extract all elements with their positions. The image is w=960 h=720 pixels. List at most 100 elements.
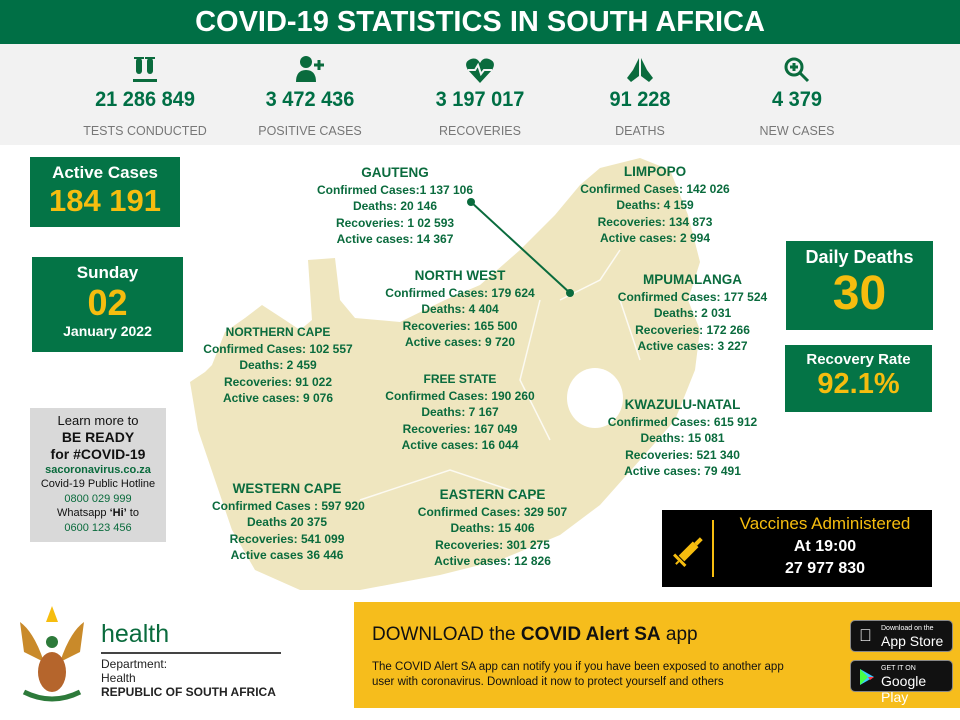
- provinces-mpumalanga-lines-1: Deaths: 2 031: [653, 306, 732, 320]
- provinces-mpumalanga-name: MPUMALANGA: [643, 272, 742, 287]
- stats-3-label: DEATHS: [615, 124, 665, 138]
- search-plus-icon: [712, 44, 882, 84]
- provinces-northern-cape-lines-1: Deaths: 2 459: [239, 358, 317, 372]
- health-wordmark: health: [101, 620, 170, 648]
- test-tubes-icon: [60, 44, 230, 84]
- gauteng-location-dot: [566, 289, 574, 297]
- provinces-eastern-cape-name: EASTERN CAPE: [439, 487, 546, 502]
- stats-3-value: 91 228: [609, 88, 671, 111]
- provinces-western-cape-lines-0: Confirmed Cases : 597 920: [212, 498, 365, 513]
- provinces-eastern-cape-lines-0: Confirmed Cases: 329 507: [417, 504, 568, 519]
- provinces-kwazulu-natal-lines-3: Active cases: 79 491: [624, 464, 741, 478]
- learn-more-box: Learn more to BE READY for #COVID-19 sac…: [30, 408, 166, 542]
- province-free-state: FREE STATE Confirmed Cases: 190 260 Deaths…: [385, 371, 535, 454]
- provinces-kwazulu-natal-lines-2: Recoveries: 521 340: [625, 447, 740, 462]
- stats-4-label: NEW CASES: [759, 124, 835, 138]
- province-western-cape: WESTERN CAPE Confirmed Cases : 597 920 Dea…: [212, 481, 365, 564]
- syringe-icon: [673, 537, 703, 567]
- learn-hotline-label: Covid-19 Public Hotline: [40, 478, 156, 490]
- provinces-free-state-lines-2: Recoveries: 167 049: [402, 421, 518, 436]
- provinces-northern-cape-lines-0: Confirmed Cases: 102 557: [203, 341, 353, 356]
- provinces-western-cape-lines-3: Active cases 36 446: [230, 548, 344, 562]
- provinces-mpumalanga-lines-3: Active cases: 3 227: [637, 339, 748, 353]
- vaccines-time: At 19:00: [793, 538, 857, 555]
- stats-2-label: RECOVERIES: [439, 124, 521, 138]
- provinces-free-state-name: FREE STATE: [423, 372, 497, 386]
- google-play-button[interactable]: GET IT ON Google Play: [850, 660, 953, 705]
- province-limpopo: LIMPOPO Confirmed Cases: 142 026 Deaths: 4…: [580, 164, 730, 247]
- vaccines-value: 27 977 830: [784, 560, 866, 577]
- provinces-gauteng-name: GAUTENG: [361, 165, 429, 180]
- stats-2-value: 3 197 017: [435, 88, 525, 111]
- provinces-eastern-cape-lines-3: Active cases: 12 826: [434, 554, 551, 568]
- dept-l1: Department:: [101, 657, 168, 671]
- stat-positive: 3 472 436 POSITIVE CASES: [225, 44, 395, 138]
- provinces-north-west-lines-2: Recoveries: 165 500: [402, 318, 518, 333]
- provinces-limpopo-lines-3: Active cases: 2 994: [599, 231, 711, 245]
- dept-l3: REPUBLIC OF SOUTH AFRICA: [101, 685, 276, 699]
- whatsapp-number: 0600 123 456: [64, 521, 132, 534]
- date-date: 02: [87, 282, 128, 323]
- stat-recoveries: 3 197 017 RECOVERIES: [395, 44, 565, 138]
- lesotho: [567, 368, 623, 428]
- learn-whatsapp-hi: ‘Hi’: [109, 507, 127, 519]
- banner-desc2: user with coronavirus. Download it now t…: [372, 676, 724, 688]
- stat-new-cases: 4 379 NEW CASES: [712, 44, 882, 138]
- learn-l2: BE READY: [61, 428, 135, 445]
- learn-whatsapp-post: to: [126, 507, 139, 519]
- stats-0-label: TESTS CONDUCTED: [83, 124, 207, 138]
- provinces-eastern-cape-lines-2: Recoveries: 301 275: [435, 537, 550, 552]
- provinces-northern-cape-lines-2: Recoveries: 91 022: [223, 374, 333, 389]
- apple-icon: : [859, 626, 872, 646]
- daily-deaths-box: Daily Deaths 30: [786, 241, 933, 330]
- banner-appstore: App Store: [881, 633, 944, 649]
- heartbeat-icon: [395, 44, 565, 84]
- google-play-icon: [860, 669, 874, 685]
- vaccines-label: Vaccines Administered: [739, 514, 911, 533]
- date-box: Sunday 02 January 2022: [32, 257, 183, 352]
- website-link[interactable]: sacoronavirus.co.za: [45, 463, 151, 476]
- banner-appstore-small: Download on the: [881, 625, 934, 632]
- provinces-north-west-lines-3: Active cases: 9 720: [404, 335, 516, 349]
- provinces-limpopo-lines-2: Recoveries: 134 873: [597, 214, 713, 229]
- gauteng-pointer-dot: [467, 198, 475, 206]
- vaccines-box: Vaccines Administered At 19:00 27 977 83…: [662, 510, 932, 587]
- provinces-western-cape-lines-1: Deaths 20 375: [246, 515, 328, 529]
- stats-0-value: 21 286 849: [95, 88, 195, 111]
- provinces-western-cape-lines-2: Recoveries: 541 099: [229, 531, 345, 546]
- banner-gplay-small: GET IT ON: [881, 665, 916, 672]
- date-month: January 2022: [63, 323, 152, 339]
- banner-gplay: Google Play: [881, 673, 927, 705]
- active-cases-box: Active Cases 184 191: [30, 157, 180, 227]
- provinces-western-cape-name: WESTERN CAPE: [232, 481, 342, 496]
- provinces-free-state-lines-1: Deaths: 7 167: [421, 405, 499, 419]
- banner-title: DOWNLOAD the COVID Alert SA app: [372, 624, 698, 646]
- app-download-banner: DOWNLOAD the COVID Alert SA app The COVI…: [354, 602, 960, 708]
- province-north-west: NORTH WEST Confirmed Cases: 179 624 Deaths…: [385, 268, 535, 351]
- province-mpumalanga: MPUMALANGA Confirmed Cases: 177 524 Deaths…: [615, 272, 770, 355]
- stat-deaths: 91 228 DEATHS: [555, 44, 725, 138]
- banner-pre: DOWNLOAD the: [372, 624, 521, 645]
- provinces-northern-cape-name: NORTHERN CAPE: [225, 325, 331, 339]
- date-day: Sunday: [76, 263, 139, 282]
- provinces-limpopo-lines-1: Deaths: 4 159: [616, 198, 694, 212]
- provinces-limpopo-lines-0: Confirmed Cases: 142 026: [580, 181, 730, 196]
- provinces-free-state-lines-3: Active cases: 16 044: [401, 438, 519, 452]
- page-title: COVID-19 STATISTICS IN SOUTH AFRICA: [0, 0, 960, 44]
- learn-whatsapp-pre: Whatsapp: [57, 507, 110, 519]
- daily-deaths-value: 30: [832, 267, 887, 320]
- stats-1-value: 3 472 436: [265, 88, 355, 111]
- provinces-northern-cape-lines-3: Active cases: 9 076: [222, 391, 334, 405]
- learn-l1: Learn more to: [57, 413, 139, 428]
- provinces-gauteng-lines-2: Recoveries: 1 02 593: [335, 215, 455, 230]
- stats-4-value: 4 379: [772, 88, 822, 111]
- provinces-eastern-cape-lines-1: Deaths: 15 406: [450, 521, 535, 535]
- banner-bold: COVID Alert SA: [520, 624, 661, 645]
- provinces-north-west-name: NORTH WEST: [414, 268, 506, 283]
- recovery-rate-label: Recovery Rate: [806, 351, 911, 368]
- praying-hands-icon: [555, 44, 725, 84]
- province-gauteng: GAUTENG Confirmed Cases:1 137 106 Deaths: …: [300, 165, 490, 248]
- daily-deaths-label: Daily Deaths: [805, 247, 914, 267]
- provinces-free-state-lines-0: Confirmed Cases: 190 260: [385, 388, 535, 403]
